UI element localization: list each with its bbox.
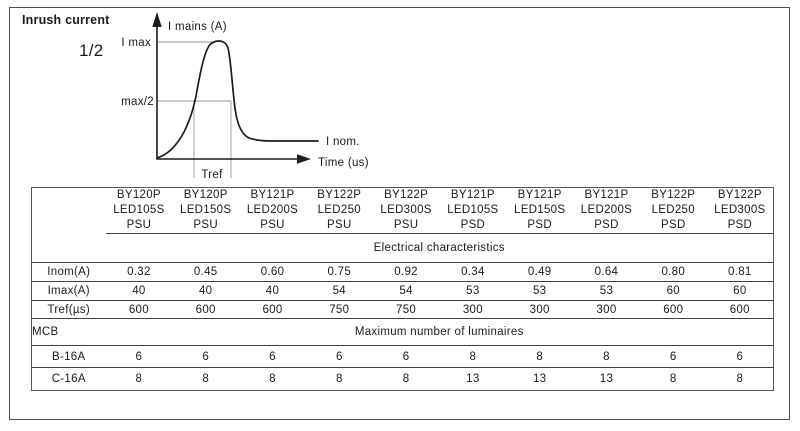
- column-header: BY120P LED105S PSU: [105, 187, 173, 234]
- column-header: BY121P LED200S PSU: [239, 187, 306, 234]
- graph-inom-label: I nom.: [326, 136, 360, 148]
- value-cell: 300: [439, 300, 507, 319]
- inrush-curve: [156, 40, 319, 159]
- value-cell: 0.45: [172, 262, 240, 282]
- value-cell: 6: [239, 345, 306, 368]
- table-header-row: BY120P LED105S PSU BY120P LED150S PSU BY121P…: [32, 187, 774, 234]
- value-cell: 8: [135, 373, 143, 385]
- value-cell: 0.60: [239, 262, 306, 282]
- value-cell: 0.81: [706, 262, 774, 282]
- value-cell: 750: [305, 300, 373, 319]
- value-cell: 53: [439, 281, 507, 301]
- value-cell: 13: [532, 373, 547, 385]
- y-axis-arrow: [152, 12, 162, 27]
- value-cell: 0.64: [573, 262, 640, 282]
- row-label: [31, 233, 106, 263]
- value-cell: 40: [105, 281, 173, 301]
- graph-imax-label: I max: [121, 37, 151, 49]
- value-cell: 54: [305, 281, 373, 301]
- graph-time-axis-label: Time (us): [318, 157, 369, 169]
- x-axis-arrow: [297, 154, 311, 164]
- section-title: Electrical characteristics: [105, 233, 774, 263]
- graph-tref-label: Tref: [201, 169, 223, 181]
- value-cell: 6: [105, 345, 173, 368]
- value-cell: 40: [239, 281, 306, 301]
- row-label: Imax(A): [31, 281, 106, 301]
- value-cell: 6: [706, 345, 774, 368]
- row-label: MCB: [31, 318, 106, 346]
- table-row-c16a: C-16A 8 8 8 8 8 13 13 13 8 8: [32, 368, 774, 391]
- value-cell: 8: [736, 373, 744, 385]
- page-title: Inrush current: [22, 13, 110, 27]
- inrush-current-graph: I mains (A) I max max/2 I nom. Time (us)…: [121, 12, 369, 181]
- value-cell: 6: [305, 345, 373, 368]
- value-cell: 0.32: [105, 262, 173, 282]
- value-cell: 300: [506, 300, 574, 319]
- value-cell: 6: [172, 345, 240, 368]
- value-cell: 8: [669, 373, 677, 385]
- column-header: BY122P LED300S PSU: [372, 187, 440, 234]
- value-cell: 0.75: [305, 262, 373, 282]
- table-row-imax: Imax(A) 40 40 40 54 54 53 53 53 60 60: [31, 281, 774, 301]
- graph-max-half-label: max/2: [121, 96, 154, 108]
- column-header: BY121P LED200S PSD: [573, 187, 640, 234]
- value-cell: 8: [402, 373, 410, 385]
- row-label: Tref(µs): [31, 300, 106, 319]
- value-cell: 8: [573, 345, 640, 368]
- value-cell: 600: [172, 300, 240, 319]
- value-cell: 8: [269, 373, 276, 385]
- value-cell: 40: [172, 281, 240, 301]
- column-header: BY120P LED150S PSU: [172, 187, 240, 234]
- table-row-tref: Tref(µs) 600 600 600 750 750 300 300 300…: [31, 300, 774, 319]
- value-cell: 60: [639, 281, 707, 301]
- value-cell: 8: [202, 373, 210, 385]
- table-row-inom: Inom(A) 0.32 0.45 0.60 0.75 0.92 0.34 0.…: [31, 262, 774, 282]
- column-header: BY122P LED250 PSD: [639, 187, 707, 234]
- value-cell: 6: [372, 345, 440, 368]
- table-row-b16a: B-16A 6 6 6 6 6 8 8 8 6 6: [31, 345, 774, 368]
- value-cell: 8: [335, 373, 343, 385]
- value-cell: 8: [439, 345, 507, 368]
- page-fraction-label: 1/2: [79, 41, 104, 60]
- value-cell: 53: [506, 281, 574, 301]
- row-label: B-16A: [31, 345, 106, 368]
- spec-table: BY120P LED105S PSU BY120P LED150S PSU BY121P…: [31, 187, 774, 391]
- value-cell: 0.49: [506, 262, 574, 282]
- mcb-section-row: MCB Maximum number of luminaires: [31, 318, 774, 346]
- value-cell: 600: [239, 300, 306, 319]
- column-header: BY122P LED300S PSD: [706, 187, 774, 234]
- row-label: C-16A: [51, 373, 86, 385]
- value-cell: 0.80: [639, 262, 707, 282]
- column-header: BY121P LED105S PSD: [439, 187, 507, 234]
- value-cell: 600: [706, 300, 774, 319]
- graph-y-axis-label: I mains (A): [168, 21, 227, 33]
- corner-cell: [32, 188, 106, 234]
- value-cell: 13: [466, 373, 480, 385]
- value-cell: 6: [639, 345, 707, 368]
- value-cell: 60: [706, 281, 774, 301]
- electrical-section-row: Electrical characteristics: [31, 233, 774, 263]
- value-cell: 750: [372, 300, 440, 319]
- value-cell: 54: [372, 281, 440, 301]
- column-header: BY121P LED150S PSD: [506, 187, 574, 234]
- value-cell: 8: [506, 345, 574, 368]
- value-cell: 300: [573, 300, 640, 319]
- value-cell: 0.34: [439, 262, 507, 282]
- value-cell: 0.92: [372, 262, 440, 282]
- value-cell: 53: [573, 281, 640, 301]
- row-label: Inom(A): [31, 262, 106, 282]
- page-border: [9, 7, 790, 420]
- value-cell: 600: [639, 300, 707, 319]
- value-cell: 600: [105, 300, 173, 319]
- value-cell: 13: [599, 373, 614, 385]
- column-header: BY122P LED250 PSU: [305, 187, 373, 234]
- section-title: Maximum number of luminaires: [105, 318, 774, 346]
